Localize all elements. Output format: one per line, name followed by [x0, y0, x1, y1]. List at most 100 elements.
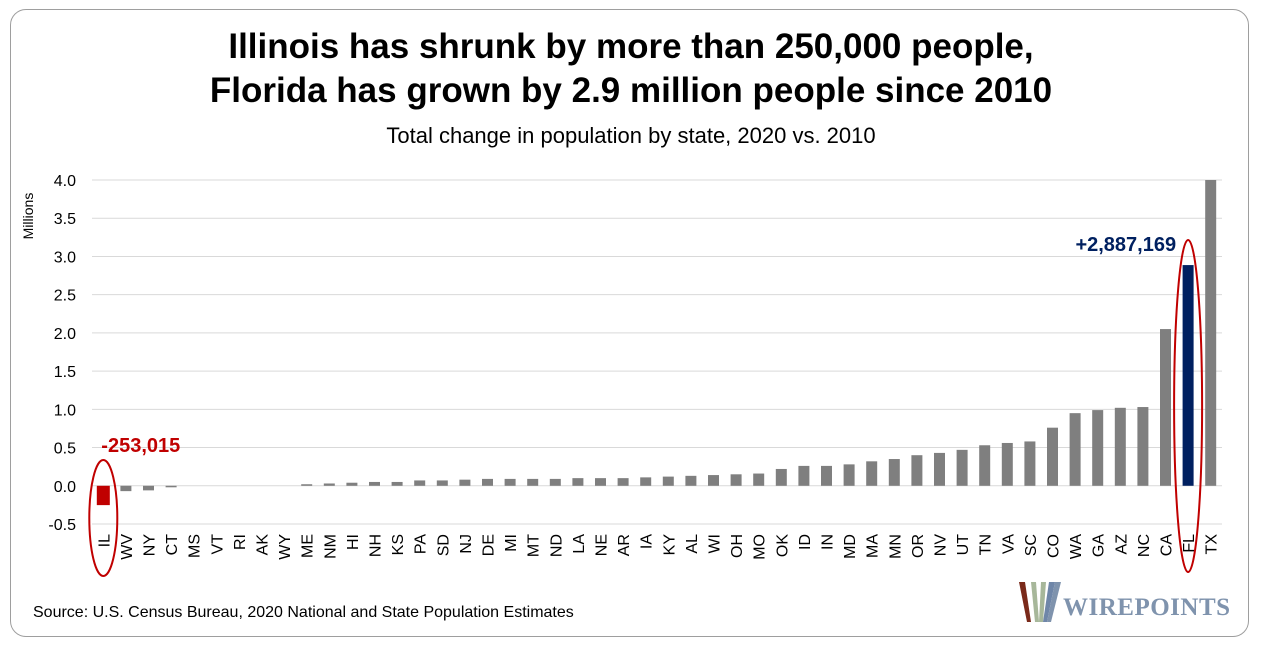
bar-la [572, 478, 584, 486]
chart-title-line2: Florida has grown by 2.9 million people … [209, 71, 1053, 110]
x-tick-label: VA [1000, 534, 1017, 554]
x-tick-label: CT [164, 534, 181, 556]
x-tick-label: MA [865, 534, 882, 558]
x-tick-label: AR [616, 534, 633, 556]
x-tick-label: WA [1068, 534, 1085, 560]
x-tick-label: SD [435, 534, 452, 556]
bar-ok [775, 468, 787, 486]
y-tick-label: 2.5 [54, 288, 76, 305]
x-tick-label: DE [481, 534, 498, 556]
bar-wa [1069, 413, 1081, 486]
chart-frame [10, 9, 1249, 637]
source-note: Source: U.S. Census Bureau, 2020 Nationa… [33, 604, 574, 621]
bar-ar [617, 478, 629, 486]
x-tick-label: WV [119, 534, 136, 560]
bar-oh [730, 474, 742, 486]
data-label-il: -253,015 [101, 435, 180, 457]
bar-ia [640, 477, 652, 486]
y-tick-label: 1.0 [54, 402, 76, 419]
y-tick-label: -0.5 [48, 517, 76, 534]
bar-il [96, 485, 110, 506]
bar-me [301, 484, 313, 486]
bar-co [1047, 427, 1058, 486]
x-tick-label: MO [752, 534, 769, 560]
y-tick-label: 2.0 [54, 326, 76, 343]
x-tick-label: CA [1159, 534, 1176, 557]
bar-ky [662, 476, 674, 486]
y-tick-label: 4.0 [54, 173, 76, 190]
bar-hi [346, 482, 358, 486]
bar-ct [165, 485, 177, 488]
chart-subtitle: Total change in population by state, 202… [386, 123, 876, 148]
x-tick-label: ME [300, 534, 317, 558]
x-tick-label: AK [255, 534, 272, 556]
bar-nh [369, 481, 380, 486]
x-tick-label: IL [96, 534, 113, 547]
bar-ga [1092, 410, 1104, 486]
x-tick-label: FL [1181, 534, 1198, 553]
bar-md [843, 464, 855, 486]
x-tick-label: MN [887, 534, 904, 559]
y-tick-label: 3.0 [54, 249, 76, 266]
bar-or [911, 455, 923, 486]
chart-title-line1: Illinois has shrunk by more than 250,000… [228, 27, 1034, 66]
bar-az [1114, 407, 1126, 486]
x-tick-label: CO [1046, 534, 1063, 558]
x-tick-label: TX [1204, 534, 1221, 555]
x-tick-label: IN [820, 534, 837, 550]
bar-fl [1182, 265, 1194, 486]
x-tick-label: NM [322, 534, 339, 559]
x-tick-label: MS [187, 534, 204, 558]
bar-wi [708, 475, 719, 486]
x-tick-label: IA [639, 534, 656, 549]
bar-mt [527, 478, 539, 486]
x-tick-label: TN [978, 534, 995, 555]
x-tick-label: SC [1023, 534, 1040, 556]
x-tick-label: NV [933, 534, 950, 557]
y-axis-label: Millions [20, 193, 36, 240]
highlight-ellipse-fl [1173, 239, 1204, 573]
y-tick-label: 0.5 [54, 441, 76, 458]
x-tick-label: AL [684, 534, 701, 554]
x-tick-label: RI [232, 534, 249, 550]
bar-pa [414, 480, 426, 486]
bar-ks [391, 481, 403, 486]
x-tick-label: KS [390, 534, 407, 555]
x-tick-label: KY [661, 534, 678, 556]
bar-va [1001, 442, 1013, 486]
x-tick-label: WI [707, 534, 724, 554]
data-label-fl: +2,887,169 [1075, 234, 1176, 256]
bar-de [482, 478, 493, 486]
y-tick-label: 0.0 [54, 479, 76, 496]
bar-sc [1024, 441, 1036, 486]
x-tick-label: AZ [1113, 534, 1130, 555]
bar-tn [979, 445, 991, 486]
bar-mi [504, 478, 516, 486]
wirepoints-logo-text: WIREPOINTS [1063, 594, 1231, 621]
bar-id [798, 465, 810, 486]
x-tick-label: GA [1091, 534, 1108, 557]
x-tick-label: NY [142, 534, 159, 557]
bar-nc [1137, 407, 1149, 486]
x-tick-label: HI [345, 534, 362, 550]
x-tick-label: NH [368, 534, 385, 557]
x-tick-label: OH [729, 534, 746, 558]
bar-sd [436, 480, 448, 486]
x-tick-label: PA [413, 534, 430, 554]
x-tick-label: MD [842, 534, 859, 559]
x-tick-label: WY [277, 534, 294, 560]
bar-tx [1205, 180, 1217, 486]
x-tick-label: UT [955, 534, 972, 556]
x-tick-label: LA [571, 534, 588, 554]
x-tick-label: MT [526, 534, 543, 557]
x-tick-label: ID [797, 534, 814, 550]
x-tick-label: OK [774, 534, 791, 557]
x-tick-label: MI [503, 534, 520, 552]
bar-nm [323, 483, 335, 486]
bar-mn [888, 459, 900, 486]
bar-ut [956, 449, 968, 486]
y-tick-label: 3.5 [54, 211, 76, 228]
y-tick-label: 1.5 [54, 364, 76, 381]
bar-mo [753, 473, 765, 486]
